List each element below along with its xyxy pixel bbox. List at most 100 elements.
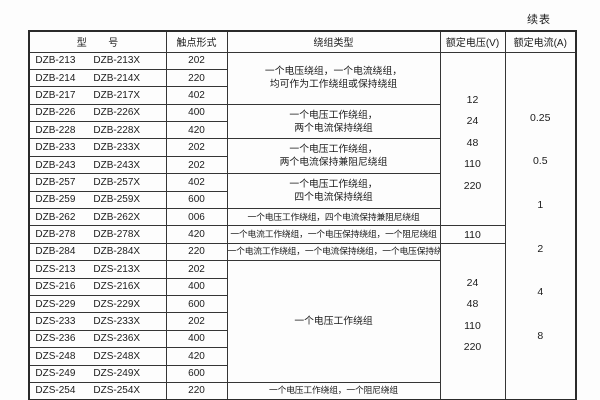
model-cell: DZB-214 DZB-214X	[28, 68, 167, 88]
rated-current-cell: 0.25 0.5 1 2 4 8	[504, 51, 577, 400]
model-pair: DZS-216 DZS-216X	[30, 281, 146, 292]
winding-type-line: 一个电流工作绕组，一个电流保持绕组，一个电压保持绕组	[227, 246, 440, 257]
contact-form-value: 220	[165, 242, 228, 262]
model-number: DZB-262	[35, 211, 76, 223]
model-cell: DZB-243 DZB-243X	[28, 155, 167, 175]
table-row: DZB-284 DZB-284X 220 一个电流工作绕组，一个电流保持绕组，一个电压…	[28, 242, 576, 400]
winding-type-line: 四个电流保持绕组	[294, 192, 373, 204]
model-pair: DZS-229 DZS-229X	[30, 299, 146, 310]
model-cell: DZS-216 DZS-216X	[28, 277, 167, 296]
winding-type-cell: 一个电压工作绕组， 两个电流保持绕组	[226, 103, 441, 140]
rated-voltage-cell: 12 24 48 110 220	[439, 51, 506, 227]
contact-form-value: 202	[165, 312, 228, 331]
model-number: DZS-216X	[93, 281, 141, 293]
model-pair: DZB-213 DZB-213X	[30, 55, 146, 66]
table-row: DZS-254 DZS-254X 220 一个电压工作绕组，一个阻尼绕组	[28, 381, 576, 400]
winding-type-line: 一个电压工作绕组，四个电流保持兼阻尼绕组	[247, 211, 420, 222]
model-number: DZB-259X	[93, 194, 141, 206]
relay-spec-table: 型 号 触点形式 绕组类型 额定电压(V) 额定电流(A) DZB-213 DZB…	[28, 30, 577, 400]
model-cell: DZB-217 DZB-217X	[28, 86, 167, 105]
voltage-value: 24	[466, 276, 479, 289]
current-value: 4	[537, 286, 544, 299]
contact-form-value: 400	[165, 329, 228, 349]
winding-type-line: 两个电流保持绕组	[294, 122, 373, 134]
contact-form-value: 220	[165, 68, 228, 88]
model-number: DZS-236X	[93, 333, 141, 345]
model-cell: DZS-248 DZS-248X	[28, 347, 167, 366]
model-cell: DZB-228 DZB-228X	[28, 121, 167, 140]
model-cell: DZS-249 DZS-249X	[28, 364, 167, 383]
model-number: DZS-249	[35, 368, 76, 380]
model-number: DZB-284X	[93, 246, 141, 258]
voltage-value: 110	[464, 228, 481, 241]
model-number: DZB-262X	[93, 211, 141, 223]
model-pair: DZB-226 DZB-226X	[30, 107, 146, 118]
model-number: DZS-254	[35, 385, 76, 397]
voltage-value: 110	[464, 319, 481, 332]
contact-form-value: 202	[165, 260, 228, 279]
contact-form-value: 202	[165, 51, 228, 70]
winding-type-line: 均可作为工作绕组或保持绕组	[269, 79, 398, 91]
contact-form-value: 006	[165, 208, 228, 227]
voltage-value: 24	[466, 115, 479, 127]
model-pair: DZB-217 DZB-217X	[30, 90, 146, 101]
model-number: DZS-254X	[93, 385, 141, 397]
winding-type-line: 一个电压工作绕组，一个阻尼绕组	[269, 385, 398, 396]
model-pair: DZS-236 DZS-236X	[30, 333, 146, 344]
model-cell: DZB-213 DZB-213X	[28, 51, 167, 70]
model-cell: DZS-229 DZS-229X	[28, 294, 167, 314]
winding-type-line: 一个电压绕组，一个电流绕组，	[264, 66, 403, 78]
table-header: 型 号 触点形式 绕组类型 额定电压(V) 额定电流(A)	[28, 30, 577, 53]
model-number: DZS-236	[35, 333, 76, 345]
model-number: DZB-214	[35, 72, 76, 84]
table-row: DZB-278 DZB-278X 420 一个电流工作绕组，一个电压保持绕组，一个阻尼…	[28, 225, 576, 244]
voltage-value: 110	[464, 158, 481, 170]
voltage-value: 220	[463, 341, 482, 354]
rated-voltage-cell: 24 48 110 220	[439, 242, 506, 400]
model-pair: DZB-284 DZB-284X	[30, 246, 146, 257]
model-number: DZS-248X	[93, 350, 141, 362]
model-cell: DZS-236 DZS-236X	[28, 329, 167, 349]
winding-type-line: 两个电流保持兼阻尼绕组	[279, 157, 388, 169]
table-row: DZB-262 DZB-262X 006 一个电压工作绕组，四个电流保持兼阻尼绕组	[28, 208, 576, 227]
model-cell: DZS-254 DZS-254X	[28, 381, 167, 400]
winding-type-cell: 一个电压工作绕组， 四个电流保持绕组	[226, 173, 441, 210]
model-number: DZS-213X	[93, 263, 141, 275]
model-number: DZS-229X	[93, 298, 141, 310]
model-number: DZB-213X	[93, 55, 141, 67]
col-header-winding-type: 绕组类型	[226, 30, 441, 53]
current-value: 1	[537, 198, 544, 211]
model-number: DZS-216	[35, 281, 76, 293]
model-number: DZB-226	[35, 107, 76, 119]
model-pair: DZB-243 DZB-243X	[30, 160, 146, 171]
model-pair: DZS-248 DZS-248X	[30, 351, 146, 362]
winding-type-line: 一个电压工作绕组	[294, 316, 373, 328]
model-pair: DZB-257 DZB-257X	[30, 177, 146, 188]
model-cell: DZB-257 DZB-257X	[28, 173, 167, 192]
model-cell: DZB-284 DZB-284X	[28, 242, 167, 262]
model-number: DZB-233X	[93, 142, 141, 154]
model-number: DZB-259	[35, 194, 76, 206]
voltage-value: 48	[466, 298, 479, 311]
model-cell: DZS-213 DZS-213X	[28, 260, 167, 279]
model-pair: DZS-233 DZS-233X	[30, 316, 146, 327]
col-header-model: 型 号	[28, 30, 167, 53]
model-number: DZS-249X	[93, 368, 141, 380]
model-cell: DZB-233 DZB-233X	[28, 138, 167, 157]
current-value: 0.5	[532, 155, 548, 168]
contact-form-value: 420	[165, 225, 228, 244]
current-value: 8	[537, 330, 544, 343]
model-number: DZB-278	[35, 229, 76, 241]
col-header-rated-current: 额定电流(A)	[504, 30, 577, 53]
col-header-rated-voltage: 额定电压(V)	[439, 30, 506, 53]
model-number: DZS-248	[35, 350, 76, 362]
model-number: DZS-233	[35, 316, 76, 328]
winding-type-line: 一个电压工作绕组，	[289, 109, 378, 121]
model-pair: DZS-254 DZS-254X	[30, 385, 146, 396]
rated-voltage-cell: 110	[439, 225, 506, 244]
table-row: DZS-248 DZS-248X 420	[28, 347, 576, 366]
contact-form-value: 202	[165, 155, 228, 175]
model-number: DZB-278X	[93, 229, 141, 241]
model-cell: DZB-226 DZB-226X	[28, 103, 167, 123]
